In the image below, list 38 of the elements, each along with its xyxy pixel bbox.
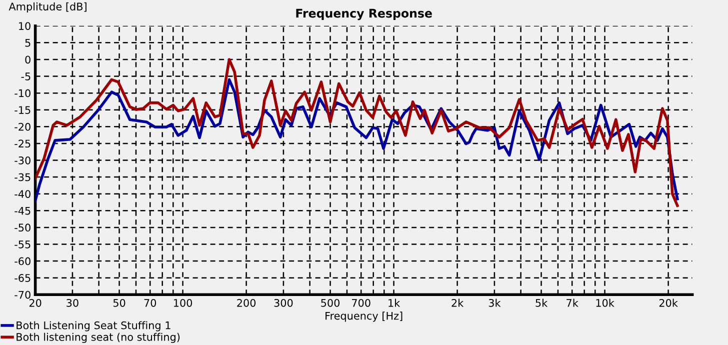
y-tick-label: 0 <box>25 56 30 64</box>
x-tick-label: 1k <box>388 298 400 307</box>
y-tick-label: -25 <box>14 140 30 148</box>
y-tick-label: -30 <box>14 156 30 164</box>
y-tick-label: -60 <box>14 257 30 266</box>
y-tick-label: 5 <box>25 39 30 47</box>
x-tick-label: 2k <box>452 298 464 307</box>
y-tick-label: -70 <box>14 290 30 299</box>
x-tick-label: 700 <box>352 298 370 307</box>
legend-label: Both Listening Seat Stuffing 1 <box>16 321 170 332</box>
y-tick-label: -65 <box>14 274 30 282</box>
x-tick-label: 300 <box>274 298 293 307</box>
y-tick-label: -10 <box>14 89 30 98</box>
legend-label: Both listening seat (no stuffing) <box>16 332 180 343</box>
x-tick-label: 200 <box>237 298 256 307</box>
y-tick-label: -55 <box>14 240 30 248</box>
y-tick-label: -40 <box>14 190 30 198</box>
x-tick-label: 7k <box>566 298 578 307</box>
y-tick-label: 10 <box>19 22 30 30</box>
x-tick-label: 10k <box>596 298 614 307</box>
x-tick-label: 100 <box>174 298 192 307</box>
y-axis-title: Amplitude [dB] <box>8 2 86 12</box>
chart-title: Frequency Response <box>296 8 432 20</box>
x-axis-title: Frequency [Hz] <box>326 312 402 322</box>
x-tick-label: 50 <box>113 298 126 307</box>
y-tick-label: -35 <box>14 173 30 182</box>
x-tick-label: 20k <box>659 298 678 307</box>
x-tick-label: 30 <box>66 298 78 307</box>
y-tick-label: -50 <box>14 224 30 232</box>
x-tick-label: 5k <box>536 298 548 307</box>
y-tick-label: -20 <box>14 122 30 131</box>
x-tick-label: 70 <box>144 298 156 307</box>
y-tick-label: -5 <box>21 72 30 80</box>
x-tick-label: 3k <box>488 298 501 307</box>
x-tick-label: 20 <box>29 298 42 307</box>
x-tick-label: 500 <box>321 298 340 307</box>
y-tick-label: -45 <box>14 207 30 215</box>
y-tick-label: -15 <box>14 106 30 114</box>
